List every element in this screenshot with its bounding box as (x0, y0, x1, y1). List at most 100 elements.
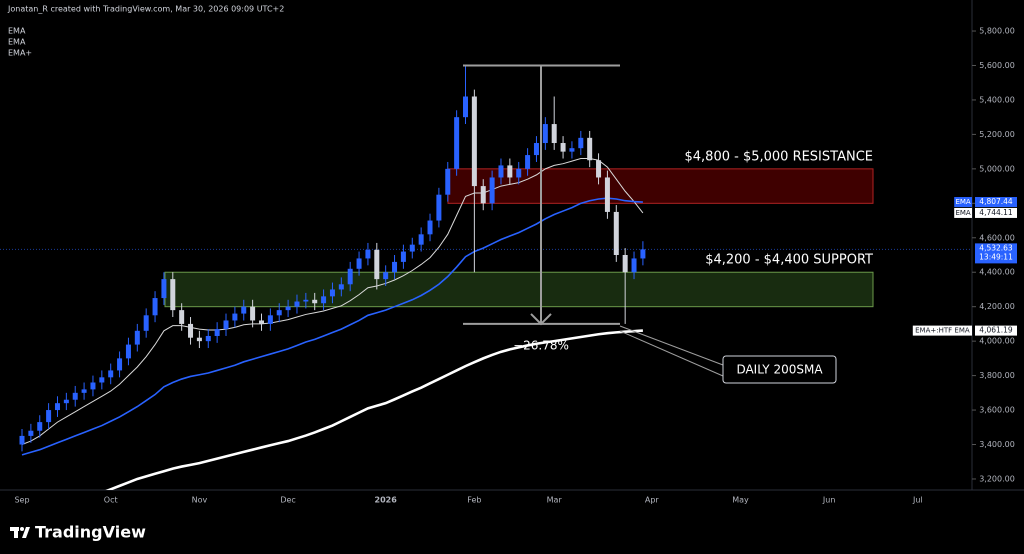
candle-body (117, 358, 123, 371)
candle-body (250, 306, 256, 321)
y-tick-label: 5,600.00 (979, 61, 1015, 70)
candle-body (90, 382, 96, 390)
plot-area (0, 64, 972, 490)
candle-body (578, 137, 584, 149)
x-tick-label: Mar (547, 496, 563, 505)
legend-entry: EMA+ (8, 49, 32, 58)
candle-body (471, 96, 477, 187)
callout-box (722, 355, 837, 384)
tag-name-box (912, 325, 972, 336)
candle-body (232, 313, 238, 321)
y-tick-label: 3,200.00 (979, 474, 1015, 483)
candle-body (551, 124, 557, 144)
candle-body (498, 165, 504, 178)
candle-body (134, 330, 140, 345)
x-tick-label: Jul (912, 496, 923, 505)
candle-body (152, 298, 158, 316)
candle-body (604, 177, 610, 212)
y-tick-label: 4,600.00 (979, 233, 1015, 242)
measure-arrow (530, 313, 552, 326)
y-tick-label: 3,800.00 (979, 371, 1015, 380)
candle-body (622, 255, 628, 273)
candle-body (489, 177, 495, 204)
y-tick-label: 5,000.00 (979, 164, 1015, 173)
tag-value: 4,744.11 (979, 208, 1013, 217)
x-tick-label: Dec (280, 496, 295, 505)
price-tag-box (975, 243, 1017, 264)
candle-body (427, 220, 433, 235)
candle-body (214, 329, 220, 336)
candle-body (454, 117, 460, 169)
candle-body (409, 244, 415, 252)
y-tick-label: 4,400.00 (979, 268, 1015, 277)
candle-body (276, 310, 282, 316)
tag-name-box (954, 197, 972, 208)
zone-label: $4,800 - $5,000 RESISTANCE (685, 149, 874, 164)
header: Jonatan_R created with TradingView.com, … (7, 5, 284, 14)
x-tick-label: Nov (192, 496, 208, 505)
x-tick-label: Feb (467, 496, 481, 505)
x-tick-label: May (732, 496, 749, 505)
callout-label: DAILY 200SMA (736, 363, 823, 377)
y-tick-label: 3,400.00 (979, 440, 1015, 449)
brand: TradingView (35, 523, 146, 542)
candle-body (516, 168, 522, 178)
candle-body (125, 344, 131, 359)
indicator-line (105, 329, 643, 490)
tag-name: EMA (955, 209, 970, 217)
candle-body (631, 258, 637, 273)
candle-body (143, 315, 149, 331)
candle-body (81, 389, 87, 393)
candle-body (188, 323, 194, 338)
candle-body (507, 165, 513, 178)
zone (164, 271, 874, 308)
x-tick-label: Jun (822, 496, 836, 505)
candle-body (321, 296, 327, 304)
candle-body (196, 337, 202, 342)
candle-body (170, 279, 176, 311)
candle-body (223, 320, 229, 330)
candle-body (356, 258, 362, 269)
candle-body (285, 306, 291, 311)
indicator-line (21, 158, 644, 445)
candle-body (418, 234, 424, 245)
x-tick-label: Apr (645, 496, 660, 505)
candle-body (374, 249, 380, 280)
candle-body (161, 279, 167, 299)
candle-body (205, 335, 211, 342)
tag-name-box (954, 207, 972, 218)
candle-body (303, 299, 309, 302)
candle-body (400, 251, 406, 262)
candle-body (294, 301, 300, 307)
candle-body (383, 272, 389, 280)
legend-entry: EMA (8, 27, 26, 36)
zone-label: $4,200 - $4,400 SUPPORT (705, 253, 873, 268)
x-tick-label: 2026 (375, 496, 398, 505)
candle-body (54, 403, 60, 411)
tag-value-box (975, 325, 1017, 336)
candle-body (365, 249, 371, 259)
tag-value-box (975, 207, 1017, 218)
candle-body (37, 422, 43, 431)
candle-body (436, 194, 442, 221)
candle-body (480, 186, 486, 204)
y-tick-label: 5,800.00 (979, 27, 1015, 36)
x-tick-label: Oct (104, 496, 118, 505)
candle-body (338, 284, 344, 290)
candle-body (347, 268, 353, 285)
brand-logo (10, 527, 30, 538)
legend-entry: EMA (8, 38, 26, 47)
tag-name: EMA (955, 198, 970, 206)
candle-body (525, 155, 531, 169)
candle-body (640, 249, 646, 259)
candle-body (312, 299, 318, 304)
candle-body (463, 96, 468, 118)
callout-line (619, 325, 724, 366)
candle-body (267, 315, 273, 324)
tag-value: 4,061.19 (979, 326, 1013, 335)
y-tick-label: 5,400.00 (979, 95, 1015, 104)
candle-body (108, 370, 114, 378)
price-countdown: 13:49:11 (979, 252, 1013, 261)
candle-body (72, 392, 78, 400)
